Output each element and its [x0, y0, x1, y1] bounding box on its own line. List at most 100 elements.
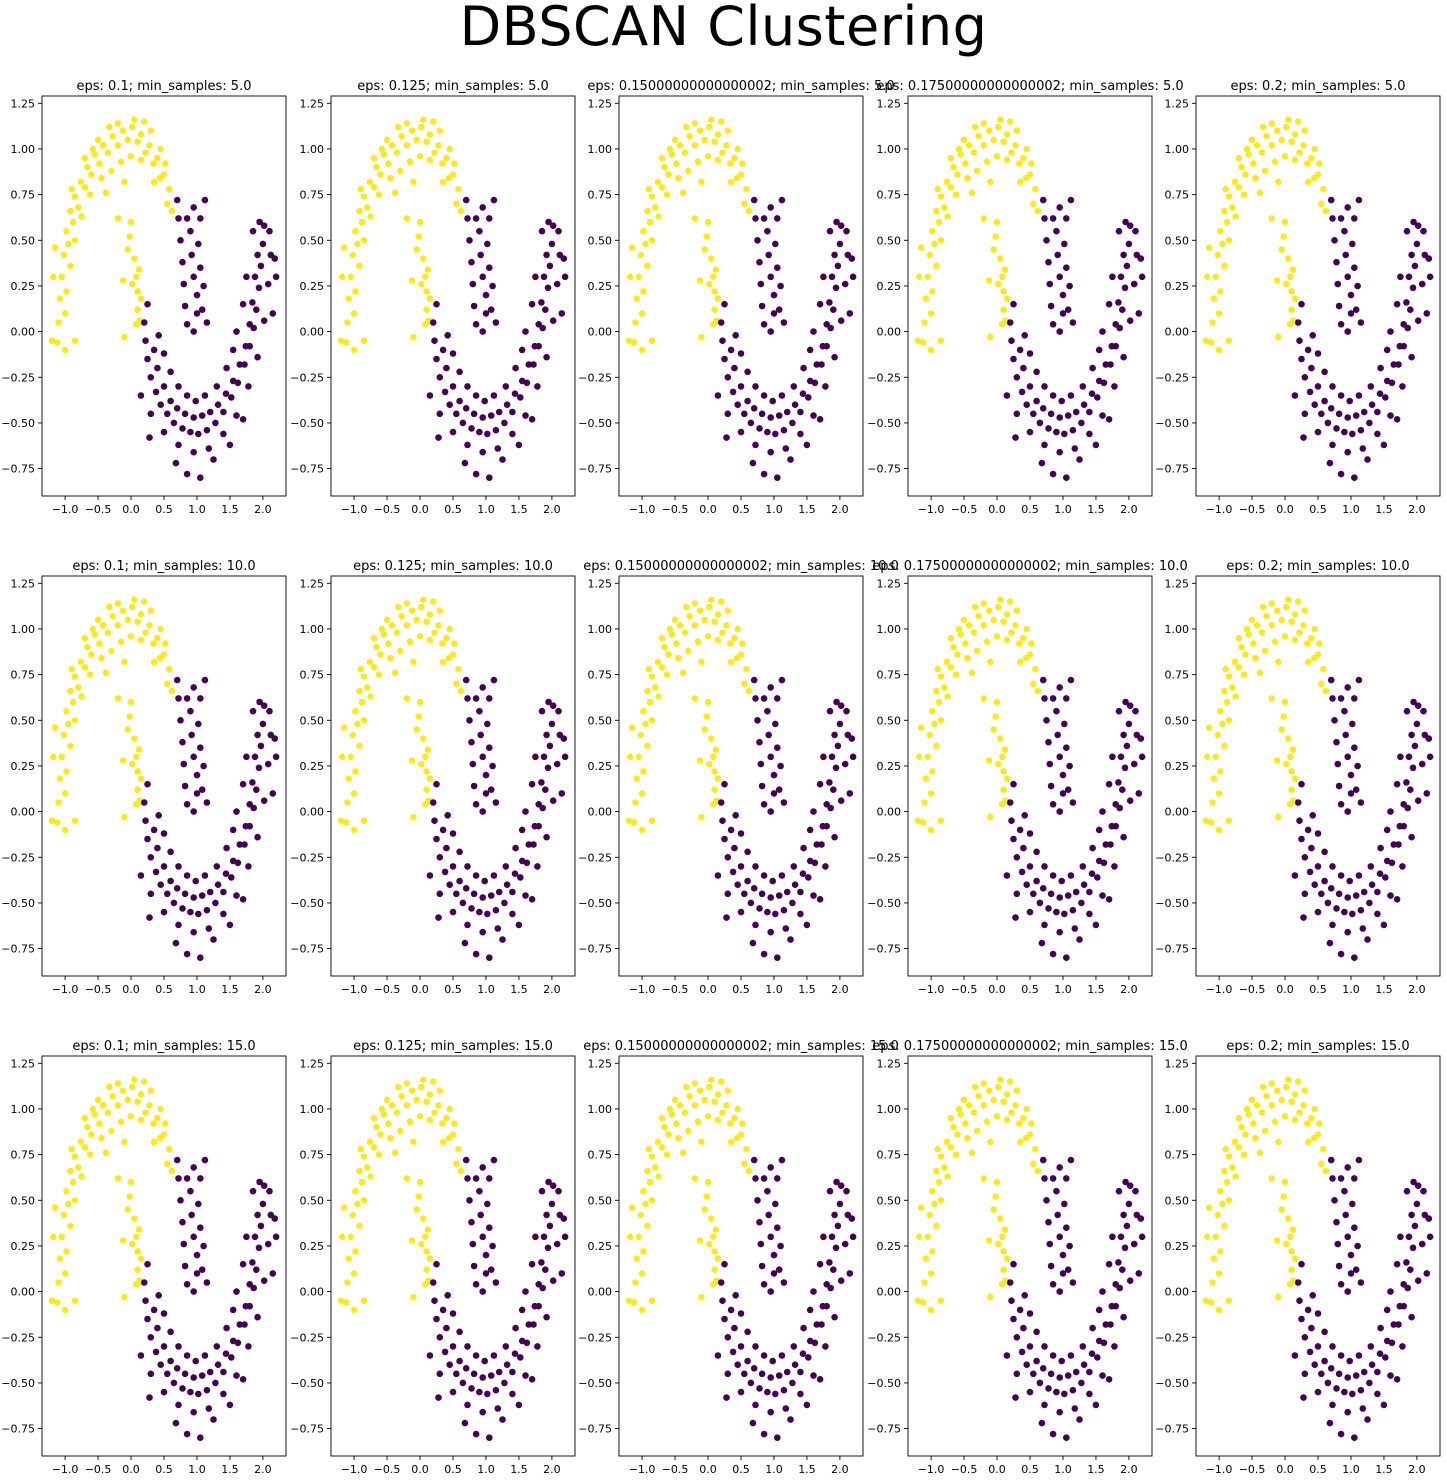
point-cluster-yellow	[1268, 600, 1276, 607]
point-cluster-yellow	[1217, 1248, 1224, 1255]
point-cluster-purple	[1067, 392, 1075, 399]
point-cluster-yellow	[686, 612, 693, 620]
point-cluster-purple	[1137, 1215, 1145, 1222]
point-cluster-purple	[203, 906, 211, 914]
point-cluster-yellow	[127, 1113, 135, 1120]
point-cluster-purple	[1403, 707, 1411, 715]
point-cluster-purple	[1049, 950, 1057, 958]
point-cluster-yellow	[987, 1138, 994, 1146]
point-cluster-yellow	[94, 616, 102, 624]
subplot-title: eps: 0.17500000000000002; min_samples: 1…	[872, 559, 1188, 574]
point-cluster-yellow	[146, 622, 153, 629]
point-cluster-purple	[535, 321, 542, 328]
point-cluster-purple	[190, 1374, 197, 1381]
point-cluster-purple	[1030, 890, 1037, 898]
point-cluster-purple	[1314, 1343, 1322, 1350]
x-tick-label: −0.5	[85, 1463, 112, 1476]
point-cluster-purple	[1352, 892, 1360, 899]
y-tick-label: 1.25	[877, 1057, 902, 1070]
point-cluster-purple	[752, 1343, 759, 1350]
point-cluster-yellow	[1219, 240, 1226, 248]
point-cluster-purple	[501, 1379, 508, 1387]
point-cluster-purple	[750, 885, 758, 892]
point-cluster-purple	[767, 753, 774, 761]
point-cluster-purple	[1346, 877, 1353, 885]
point-cluster-purple	[239, 780, 247, 788]
point-cluster-purple	[848, 1215, 856, 1222]
point-cluster-purple	[198, 1372, 206, 1379]
point-cluster-purple	[775, 786, 783, 793]
point-cluster-purple	[1396, 1302, 1404, 1310]
y-tick-label: −0.75	[1, 943, 35, 956]
point-cluster-purple	[492, 1279, 500, 1286]
point-cluster-yellow	[1301, 127, 1309, 134]
point-cluster-yellow	[1003, 636, 1011, 644]
point-cluster-purple	[462, 885, 470, 892]
point-cluster-purple	[1397, 753, 1404, 761]
point-cluster-yellow	[990, 1096, 997, 1104]
point-cluster-yellow	[1223, 698, 1231, 706]
point-cluster-yellow	[403, 1102, 411, 1109]
point-cluster-yellow	[997, 116, 1004, 123]
point-cluster-yellow	[933, 1167, 940, 1175]
point-cluster-yellow	[60, 1211, 68, 1219]
point-cluster-yellow	[1240, 671, 1248, 678]
point-cluster-purple	[774, 215, 781, 222]
point-cluster-yellow	[637, 251, 645, 259]
x-tick-label: 0.0	[411, 983, 429, 996]
point-cluster-purple	[837, 702, 845, 709]
point-cluster-yellow	[935, 698, 943, 706]
point-cluster-purple	[1331, 1197, 1338, 1204]
point-cluster-purple	[1099, 1288, 1106, 1295]
point-cluster-purple	[553, 280, 561, 288]
point-cluster-purple	[160, 1310, 168, 1317]
point-cluster-purple	[470, 1370, 478, 1378]
point-cluster-purple	[549, 1277, 557, 1284]
point-cluster-purple	[721, 300, 728, 308]
point-cluster-purple	[1079, 383, 1087, 390]
point-cluster-yellow	[137, 775, 145, 782]
point-cluster-purple	[764, 1187, 771, 1195]
point-cluster-purple	[179, 1218, 186, 1226]
point-cluster-yellow	[926, 731, 934, 739]
point-cluster-yellow	[957, 151, 965, 158]
point-cluster-purple	[1026, 830, 1034, 837]
point-cluster-yellow	[439, 640, 446, 647]
point-cluster-purple	[1414, 702, 1422, 709]
point-cluster-yellow	[439, 658, 447, 666]
point-cluster-purple	[764, 227, 771, 235]
point-cluster-yellow	[106, 603, 113, 611]
y-tick-label: 1.25	[588, 97, 613, 110]
point-cluster-purple	[252, 1266, 260, 1273]
point-cluster-purple	[540, 753, 548, 761]
point-cluster-purple	[1314, 350, 1322, 357]
point-cluster-yellow	[134, 138, 141, 145]
point-cluster-purple	[476, 1187, 483, 1195]
x-tick-label: 0.5	[732, 503, 750, 516]
y-tick-label: −0.25	[867, 371, 901, 384]
point-cluster-purple	[770, 771, 778, 779]
point-cluster-yellow	[708, 1076, 715, 1083]
point-cluster-yellow	[446, 625, 454, 633]
point-cluster-yellow	[349, 731, 357, 739]
point-cluster-yellow	[960, 616, 968, 624]
point-cluster-purple	[1126, 1277, 1134, 1284]
point-cluster-purple	[1020, 364, 1027, 372]
point-cluster-yellow	[1212, 273, 1220, 281]
point-cluster-yellow	[628, 724, 636, 731]
subplot-8: eps: 0.15000000000000002; min_samples: 1…	[578, 559, 899, 996]
point-cluster-yellow	[61, 790, 69, 797]
point-cluster-purple	[462, 196, 470, 204]
point-cluster-yellow	[56, 295, 64, 303]
point-cluster-purple	[810, 328, 817, 335]
point-cluster-purple	[799, 1350, 807, 1357]
point-cluster-purple	[1047, 890, 1055, 898]
point-cluster-yellow	[393, 149, 401, 156]
point-cluster-yellow	[681, 629, 689, 636]
point-cluster-yellow	[119, 607, 127, 614]
point-cluster-purple	[150, 826, 158, 834]
point-cluster-purple	[260, 1182, 268, 1189]
point-cluster-purple	[1383, 826, 1391, 834]
point-cluster-purple	[1298, 355, 1305, 363]
point-cluster-yellow	[455, 665, 462, 673]
